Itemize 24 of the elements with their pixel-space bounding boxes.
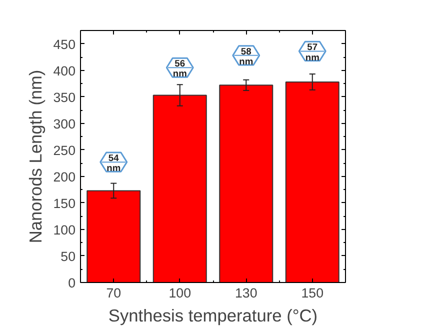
y-tick-label: 0	[68, 276, 76, 290]
bar	[86, 190, 141, 282]
y-tick-label: 200	[53, 169, 76, 184]
y-tick-label: 350	[53, 90, 76, 105]
y-tick-label: 50	[60, 248, 76, 264]
x-tick-label: 100	[168, 286, 192, 300]
x-tick-label: 130	[235, 286, 258, 300]
annotation: 57 nm	[305, 42, 320, 62]
annotation: 54 nm	[106, 153, 121, 174]
x-axis-title: Synthesis temperature (°C)	[108, 306, 318, 326]
bar	[219, 84, 274, 282]
x-tick-label: 150	[301, 286, 324, 300]
y-tick-label: 450	[53, 36, 76, 52]
y-tick-label: 150	[53, 196, 76, 211]
y-tick-label: 300	[53, 116, 76, 132]
x-tick-label: 70	[106, 286, 122, 300]
y-axis-title: Nanorods Length (nm)	[25, 70, 46, 244]
y-tick-label: 100	[53, 222, 76, 238]
bar	[285, 81, 340, 282]
bar	[152, 94, 207, 282]
y-tick-label: 250	[53, 142, 76, 158]
annotation: 56 nm	[172, 58, 187, 79]
annotation: 58 nm	[239, 46, 254, 66]
y-tick-label: 400	[53, 63, 76, 78]
